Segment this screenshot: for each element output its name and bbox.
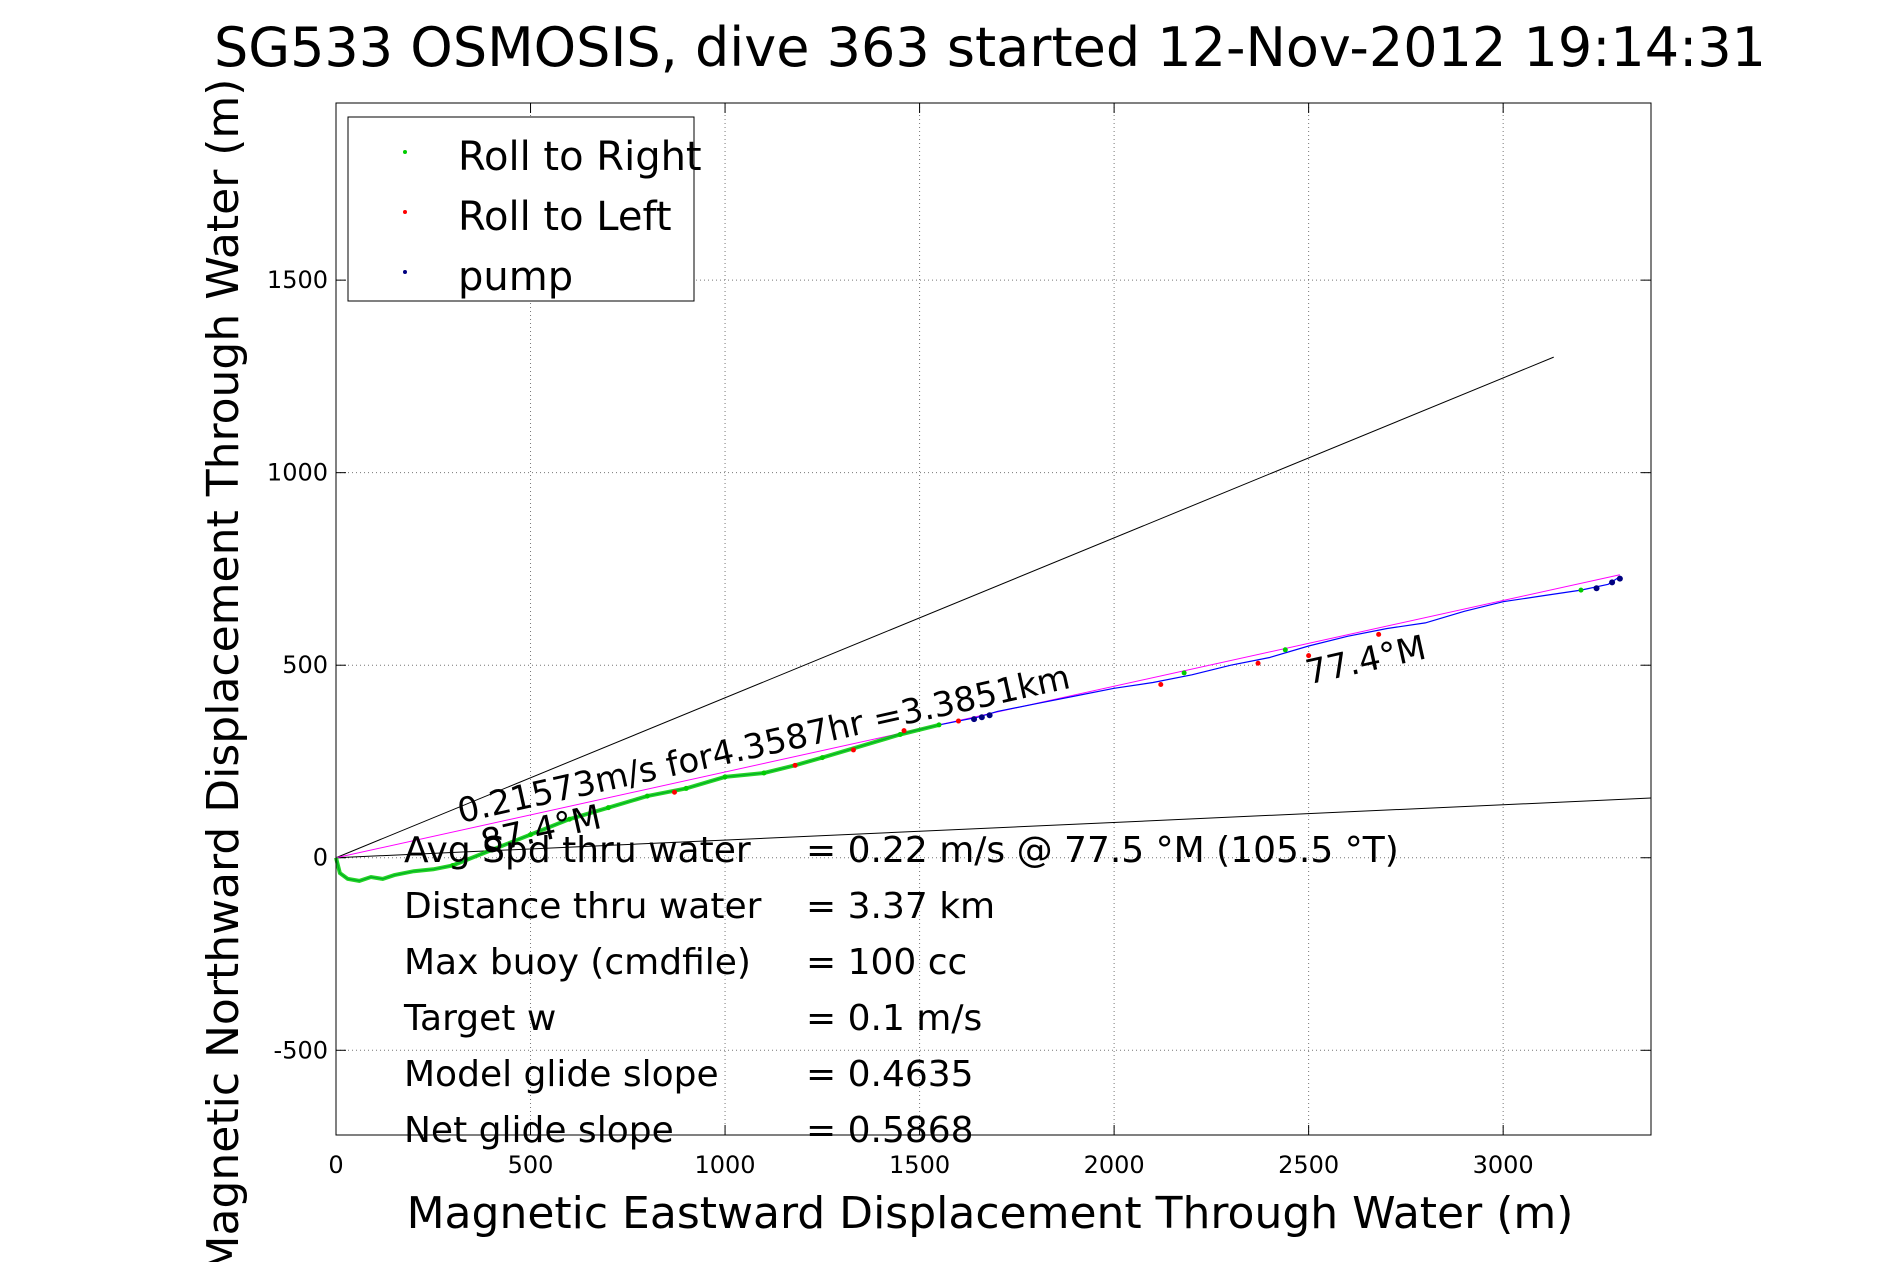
x-axis-label: Magnetic Eastward Displacement Through W… — [407, 1188, 1574, 1239]
annotations: 0.21573m/s for4.3587hr =3.3851km 77.4°M87… — [454, 628, 1430, 863]
y-axis-label: Magnetic Northward Displacement Through … — [198, 79, 249, 1262]
roll-left-point — [671, 789, 677, 795]
x-tick-label: 1500 — [889, 1151, 950, 1179]
legend-marker-pump — [403, 270, 407, 274]
stat-value: = 100 cc — [806, 942, 967, 983]
stat-value: = 3.37 km — [806, 886, 995, 927]
reference-line — [335, 797, 1652, 859]
roll-left-point — [850, 747, 856, 753]
stat-label: Model glide slope — [404, 1054, 719, 1095]
legend-label-roll-right: Roll to Right — [458, 134, 702, 180]
grid — [336, 103, 1651, 1135]
stat-value: = 0.4635 — [806, 1054, 974, 1095]
stat-label: Distance thru water — [404, 886, 762, 927]
roll-right-point — [683, 785, 689, 791]
pump-point — [971, 716, 978, 723]
roll-left-point — [792, 762, 798, 768]
y-tick-label: -500 — [274, 1036, 328, 1064]
stat-value: = 0.22 m/s @ 77.5 °M (105.5 °T) — [806, 830, 1399, 871]
y-tick-label: 500 — [282, 651, 328, 679]
roll-left-point — [1255, 660, 1261, 666]
stat-label: Target w — [403, 998, 556, 1039]
legend-label-roll-left: Roll to Left — [458, 194, 672, 240]
y-tick-label: 1500 — [267, 266, 328, 294]
roll-left-point — [1306, 653, 1312, 659]
stat-value: = 0.5868 — [806, 1110, 974, 1151]
roll-left-point — [955, 718, 961, 724]
x-tick-label: 3000 — [1473, 1151, 1534, 1179]
pump-point — [1616, 575, 1623, 582]
roll-right-point — [722, 774, 728, 780]
pump-point — [986, 712, 993, 719]
stat-value: = 0.1 m/s — [806, 998, 982, 1039]
stat-label: Avg Spd thru water — [404, 830, 751, 871]
roll-right-point — [566, 816, 572, 822]
plot-area — [334, 356, 1652, 883]
roll-left-point — [901, 728, 907, 734]
legend-label-pump: pump — [458, 254, 573, 300]
roll-right-point — [897, 732, 903, 738]
roll-left-point — [1158, 681, 1164, 687]
x-tick-label: 500 — [508, 1151, 554, 1179]
x-tick-label: 2000 — [1084, 1151, 1145, 1179]
roll-right-point — [489, 847, 495, 853]
roll-right-point — [1282, 647, 1288, 653]
roll-right-point — [936, 722, 942, 728]
stat-label: Max buoy (cmdfile) — [404, 942, 751, 983]
roll-right-point — [450, 862, 456, 868]
y-tick-label: 1000 — [267, 459, 328, 487]
roll-right-point — [1181, 670, 1187, 676]
roll-right-point — [528, 832, 534, 838]
roll-right-point — [1578, 587, 1584, 593]
pump-point — [1593, 585, 1600, 592]
x-tick-label: 1000 — [695, 1151, 756, 1179]
stat-label: Net glide slope — [404, 1110, 674, 1151]
annotation-label: 0.21573m/s for4.3587hr =3.3851km — [454, 657, 1074, 832]
legend: Roll to Right Roll to Left pump — [347, 116, 702, 302]
reference-line — [335, 356, 1554, 859]
roll-right-point — [819, 755, 825, 761]
x-tick-label: 2500 — [1278, 1151, 1339, 1179]
stats-block: Avg Spd thru water = 0.22 m/s @ 77.5 °M (… — [403, 830, 1399, 1151]
roll-right-point — [761, 770, 767, 776]
axis-ticks: 0 500 1000 1500 2000 2500 3000 -500 0 500 1000 1500 — [267, 103, 1651, 1179]
plot-frame — [335, 102, 1652, 1136]
roll-right-point — [605, 805, 611, 811]
roll-right-point — [644, 793, 650, 799]
pump-point — [1609, 579, 1616, 586]
reference-line — [335, 574, 1620, 859]
roll-left-point — [1376, 631, 1382, 637]
legend-marker-roll-left — [403, 210, 407, 214]
legend-marker-roll-right — [403, 150, 407, 154]
chart-title: SG533 OSMOSIS, dive 363 started 12-Nov-2… — [214, 16, 1766, 79]
annotation-label: 77.4°M — [1302, 628, 1430, 693]
y-tick-label: 0 — [313, 844, 328, 872]
pump-point — [978, 714, 985, 721]
x-tick-label: 0 — [328, 1151, 343, 1179]
